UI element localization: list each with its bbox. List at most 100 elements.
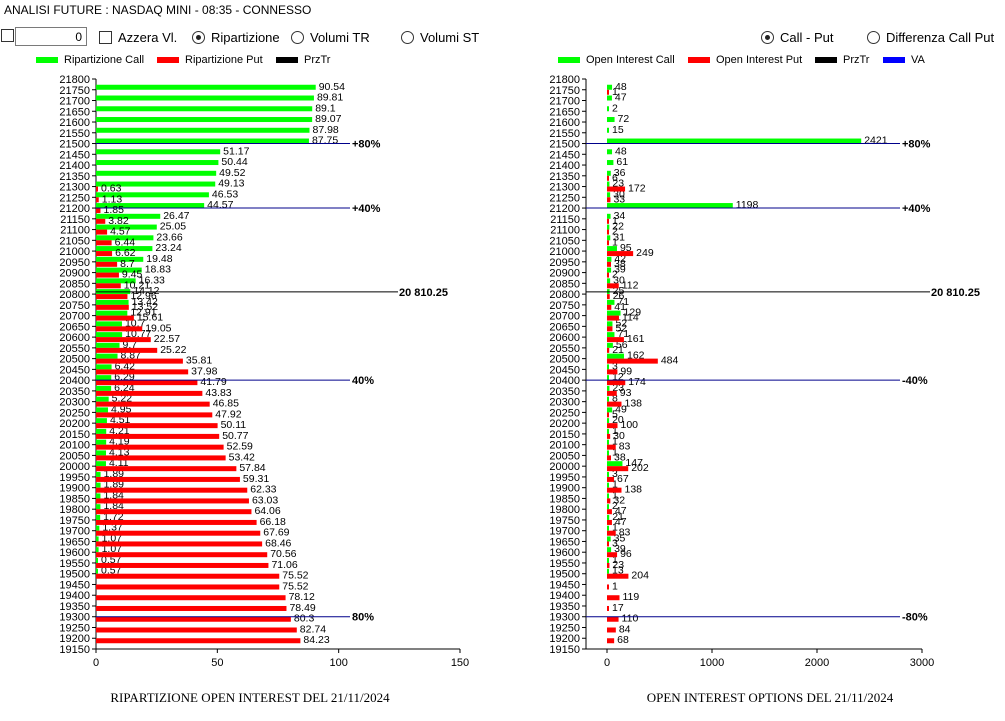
radio-diff-call-put[interactable]: Differenza Call Put [867,30,994,45]
put-bar [96,251,113,257]
call-bar [607,353,625,359]
legend-label: Ripartizione Put [185,54,263,66]
bar-value-label: 12 [612,371,624,383]
y-tick-label: 20150 [549,429,580,441]
bar-value-label: 13 [612,565,624,577]
y-tick-label: 20200 [549,418,580,430]
call-bar [607,385,610,391]
bar-value-label: 5 [612,408,618,420]
bar-value-label: 112 [622,279,639,291]
bar-value-label: 1 [612,479,618,491]
y-tick-label: 20200 [59,418,90,430]
bar-value-label: 30 [613,274,625,286]
bar-value-label: 161 [627,333,645,345]
y-tick-label: 21700 [59,96,90,108]
bar-value-label: 17 [612,602,624,614]
y-tick-label: 19150 [59,644,90,656]
y-tick-label: 21050 [549,235,580,247]
y-tick-label: 19200 [59,633,90,645]
y-tick-label: 20950 [59,257,90,269]
legend-item-oi-put: Open Interest Put [688,54,802,66]
radio-call-put-label: Call - Put [780,30,834,45]
put-bar [607,304,612,310]
number-input[interactable] [15,27,87,46]
bar-value-label: 25 [613,285,625,297]
call-bar [607,342,613,348]
radio-volumi-st[interactable]: Volumi ST [401,30,479,45]
y-tick-label: 19250 [549,622,580,634]
y-tick-label: 19950 [59,472,90,484]
call-bar [607,213,611,219]
bar-value-label: 172 [628,183,646,195]
enable-checkbox[interactable] [1,29,14,42]
y-tick-label: 21300 [549,182,580,194]
y-tick-label: 21200 [549,203,580,215]
put-bar [96,304,129,310]
y-tick-label: 20850 [59,278,90,290]
bar-value-label: 4.57 [110,226,131,238]
bar-value-label: 10.21 [124,279,150,291]
y-tick-label: 19450 [59,579,90,591]
bar-value-label: 13.42 [132,296,158,308]
put-bar [96,573,280,579]
y-tick-label: 21400 [549,160,580,172]
call-bar [607,235,611,241]
bar-value-label: 47.92 [215,408,241,420]
y-tick-label: 21450 [59,149,90,161]
bar-value-label: 0.63 [101,183,122,195]
put-bar [96,509,252,515]
bar-value-label: 23 [612,178,624,190]
bar-value-label: 95 [620,242,632,254]
legend-label: PrzTr [304,54,331,66]
bar-value-label: 6.62 [115,247,136,259]
y-tick-label: 20000 [59,461,90,473]
y-tick-label: 21750 [59,85,90,97]
bar-value-label: 89.81 [317,92,343,104]
bar-value-label: 32 [613,494,625,506]
bar-value-label: 49.52 [219,167,245,179]
bar-value-label: 2 [612,102,618,114]
y-tick-label: 21350 [549,171,580,183]
y-tick-label: 21550 [549,128,580,140]
put-bar [607,412,609,418]
y-tick-label: 19700 [59,526,90,538]
bar-value-label: 14.12 [133,285,159,297]
y-tick-label: 21750 [549,85,580,97]
bar-value-label: 49.13 [218,178,244,190]
call-bar [96,450,107,456]
ref-line-label: +80% [902,139,931,151]
bar-value-label: 1 [612,436,618,448]
y-tick-label: 20950 [549,257,580,269]
bar-value-label: 47 [615,505,627,517]
radio-ripartizione[interactable]: Ripartizione [192,30,280,45]
legend-label: VA [911,54,925,66]
y-tick-label: 20350 [59,386,90,398]
legend-label: Open Interest Put [716,54,803,66]
call-bar [607,160,614,166]
bar-value-label: 78.49 [289,602,315,614]
y-tick-label: 19900 [59,483,90,495]
azzera-checkbox[interactable]: Azzera Vl. [99,30,177,45]
y-tick-label: 21400 [59,160,90,172]
bar-value-label: 71 [617,296,629,308]
y-tick-label: 20500 [549,354,580,366]
put-bar [96,337,151,343]
call-bar [607,504,609,510]
bar-value-label: 119 [622,591,639,603]
call-bar [96,117,313,123]
call-bar [607,471,609,477]
y-tick-label: 20100 [59,440,90,452]
radio-volumi-tr[interactable]: Volumi TR [291,30,370,45]
radio-call-put[interactable]: Call - Put [761,30,833,45]
put-bar [96,347,158,353]
bar-value-label: 41 [614,301,626,313]
y-tick-label: 20050 [59,450,90,462]
call-bar [96,203,205,209]
radio-ripartizione-label: Ripartizione [211,30,280,45]
legend-item-call: Ripartizione Call [36,54,144,66]
bar-value-label: 34 [614,210,626,222]
y-tick-label: 19500 [549,569,580,581]
bar-value-label: 1 [612,236,618,248]
bar-value-label: 71.06 [271,559,297,571]
